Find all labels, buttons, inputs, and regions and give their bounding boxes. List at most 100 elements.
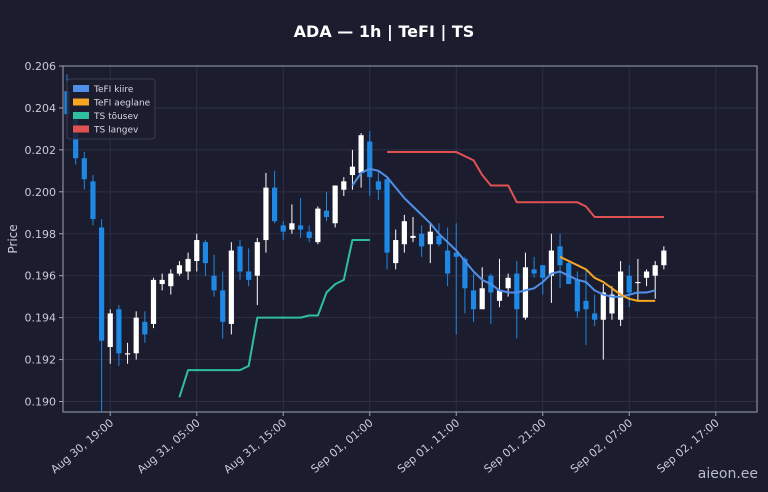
candle-body (479, 288, 485, 310)
x-tick-label: Sep 02, 07:00 (568, 416, 635, 475)
candle-body (453, 252, 459, 257)
candle-body (496, 290, 503, 301)
candle-body (505, 277, 511, 289)
candle-body (358, 135, 364, 173)
candle-body (297, 225, 304, 230)
plot-frame (62, 65, 758, 413)
x-tick-label: Aug 31, 05:00 (135, 416, 203, 476)
candle-body (445, 250, 451, 274)
candle-body (202, 242, 208, 264)
candle-body (661, 250, 667, 266)
candle-body (81, 158, 87, 180)
y-tick-label: 0.198 (25, 228, 57, 241)
x-tick-label: Sep 01, 01:00 (308, 416, 375, 475)
candle-body (107, 313, 113, 347)
y-axis-label: Price (6, 224, 20, 253)
candle-body (401, 221, 407, 245)
y-tick-label: 0.200 (25, 186, 57, 199)
candle-body (90, 181, 96, 220)
candle-body (427, 231, 433, 245)
candle-body (124, 353, 131, 355)
candle-body (116, 309, 122, 354)
candle-body (142, 321, 148, 335)
candle-body (133, 317, 139, 354)
y-tick-label: 0.202 (25, 144, 57, 157)
candle-body (384, 179, 390, 253)
candle-body (99, 227, 105, 341)
y-tick-label: 0.190 (25, 396, 57, 409)
y-tick-label: 0.194 (25, 312, 57, 325)
legend-label: TeFI kiire (93, 85, 134, 95)
candle-body (263, 187, 269, 241)
y-tick-label: 0.192 (25, 354, 57, 367)
legend-label: TS tõusev (93, 112, 139, 122)
candle-body (332, 185, 338, 224)
candle-body (643, 271, 650, 278)
candle-body (159, 279, 165, 285)
candle-body (367, 141, 373, 178)
watermark: aieon.ee (697, 466, 758, 482)
series-line-4 (387, 151, 664, 218)
candle-body (246, 271, 252, 280)
x-tick-label: Aug 31, 15:00 (221, 416, 289, 476)
candle-body (470, 290, 477, 310)
candle-body (574, 279, 580, 312)
legend-swatch (73, 98, 89, 106)
candle-body (375, 181, 381, 190)
candle-body (194, 240, 200, 262)
candle-body (315, 208, 321, 243)
candle-body (254, 242, 260, 276)
candle-body (289, 223, 295, 230)
candle-body (349, 166, 356, 176)
candle-body (323, 210, 330, 217)
candle-body (522, 267, 529, 318)
candle-body (566, 263, 572, 285)
candle-body (306, 231, 312, 238)
candle-body (176, 265, 183, 274)
candle-body (652, 265, 658, 276)
legend-label: TeFI aeglane (93, 99, 151, 109)
series-line-3 (178, 239, 370, 398)
series-line-1 (351, 167, 656, 298)
y-tick-label: 0.206 (25, 60, 57, 73)
candle-body (548, 250, 554, 276)
chart-title: ADA — 1h | TeFI | TS (293, 22, 475, 41)
candle-body (393, 240, 399, 264)
candle-body (185, 258, 191, 272)
candle-body (626, 275, 632, 293)
y-tick-label: 0.196 (25, 270, 57, 283)
candle-body (583, 300, 589, 310)
legend-swatch (73, 125, 89, 133)
candle-body (540, 265, 546, 278)
candle-body (410, 235, 416, 238)
candle-body (436, 235, 442, 245)
candle-body (168, 273, 174, 287)
legend-swatch (73, 112, 89, 119)
candle-body (272, 187, 278, 222)
y-tick-label: 0.204 (25, 102, 57, 115)
candle-body (220, 290, 226, 322)
candle-body (635, 281, 641, 284)
x-tick-label: Sep 01, 11:00 (395, 416, 462, 475)
candle-body (600, 292, 606, 320)
legend-label: TS langev (93, 126, 139, 136)
candle-body (228, 250, 234, 324)
candle-body (557, 246, 563, 266)
candle-body (280, 225, 286, 232)
candle-body (237, 246, 243, 272)
legend-swatch (73, 85, 89, 92)
candle-body (592, 313, 598, 320)
candle-body (211, 275, 217, 291)
legend-box (66, 78, 156, 140)
candle-body (531, 269, 537, 274)
candle-body (609, 294, 615, 314)
x-tick-label: Sep 01, 21:00 (481, 416, 548, 475)
candle-body (419, 233, 425, 247)
x-tick-label: Aug 30, 19:00 (48, 416, 116, 476)
candle-body (150, 279, 157, 324)
candle-body (462, 258, 468, 289)
candle-body (341, 181, 347, 190)
series-line-2 (559, 255, 656, 302)
candle-body (514, 273, 520, 310)
